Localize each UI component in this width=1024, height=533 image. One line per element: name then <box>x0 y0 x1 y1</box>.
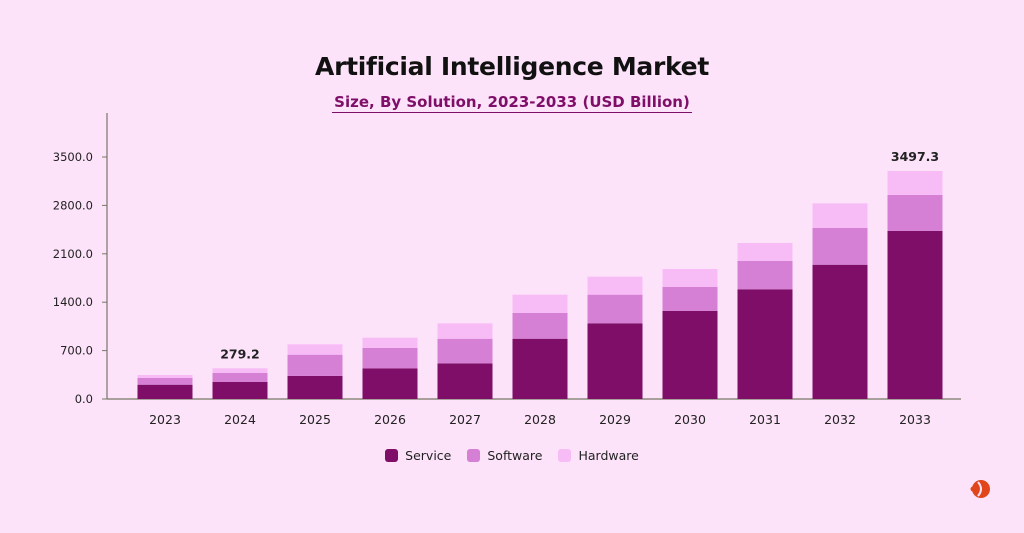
legend-swatch <box>385 449 399 462</box>
bar-software-2024 <box>212 373 268 382</box>
bar-service-2024 <box>212 381 268 399</box>
data-label: 279.2 <box>220 346 260 361</box>
bar-hardware-2032 <box>812 203 868 229</box>
legend-swatch <box>558 449 572 462</box>
legend-swatch <box>467 449 481 462</box>
chart-title: Artificial Intelligence Market <box>315 52 709 81</box>
chart-subtitle: Size, By Solution, 2023-2033 (USD Billio… <box>332 93 692 113</box>
x-tick-label: 2030 <box>674 412 706 427</box>
data-label: 3497.3 <box>891 149 939 164</box>
x-tick-label: 2031 <box>749 412 781 427</box>
bar-hardware-2030 <box>662 269 718 287</box>
bar-hardware-2028 <box>512 294 568 313</box>
y-tick-label: 1400.0 <box>53 295 93 309</box>
bar-service-2030 <box>662 310 718 399</box>
bar-software-2031 <box>737 260 793 290</box>
bar-service-2029 <box>587 323 643 399</box>
bar-service-2028 <box>512 338 568 399</box>
bar-service-2023 <box>137 384 193 399</box>
bar-hardware-2026 <box>362 337 418 348</box>
x-tick-label: 2026 <box>374 412 406 427</box>
bar-hardware-2024 <box>212 368 268 374</box>
y-tick-label: 700.0 <box>60 344 93 358</box>
bar-software-2029 <box>587 294 643 324</box>
bar-software-2030 <box>662 286 718 311</box>
bar-service-2031 <box>737 289 793 399</box>
legend: Service Software Hardware <box>0 448 1024 463</box>
x-tick-label: 2027 <box>449 412 481 427</box>
bar-service-2025 <box>287 375 343 399</box>
bar-software-2027 <box>437 338 493 364</box>
x-tick-label: 2028 <box>524 412 556 427</box>
chart-subtitle-wrap: Size, By Solution, 2023-2033 (USD Billio… <box>0 92 1024 113</box>
bar-hardware-2027 <box>437 323 493 339</box>
x-tick-label: 2025 <box>299 412 331 427</box>
bar-service-2027 <box>437 363 493 399</box>
bar-hardware-2033 <box>887 170 943 195</box>
y-tick-label: 2100.0 <box>53 247 93 261</box>
y-tick-label: 3500.0 <box>53 150 93 164</box>
brand-logo-icon <box>970 480 990 498</box>
bar-hardware-2025 <box>287 344 343 355</box>
y-tick-label: 2800.0 <box>53 198 93 212</box>
bar-software-2025 <box>287 354 343 376</box>
legend-label: Hardware <box>578 448 639 463</box>
bar-software-2028 <box>512 312 568 339</box>
legend-item-software: Software <box>467 448 542 463</box>
x-tick-label: 2032 <box>824 412 856 427</box>
bar-service-2033 <box>887 230 943 399</box>
legend-label: Software <box>487 448 543 463</box>
legend-label: Service <box>405 448 452 463</box>
x-tick-label: 2023 <box>149 412 181 427</box>
bar-hardware-2029 <box>587 276 643 295</box>
y-tick-label: 0.0 <box>75 392 93 406</box>
bar-software-2023 <box>137 377 193 385</box>
bar-service-2032 <box>812 264 868 399</box>
bar-software-2026 <box>362 347 418 369</box>
bar-software-2032 <box>812 228 868 265</box>
legend-item-service: Service <box>385 448 451 463</box>
bar-service-2026 <box>362 368 418 399</box>
legend-item-hardware: Hardware <box>558 448 639 463</box>
bar-hardware-2031 <box>737 243 793 261</box>
x-tick-label: 2024 <box>224 412 256 427</box>
bar-hardware-2023 <box>137 375 193 378</box>
bar-software-2033 <box>887 194 943 231</box>
x-tick-label: 2033 <box>899 412 931 427</box>
x-tick-label: 2029 <box>599 412 631 427</box>
